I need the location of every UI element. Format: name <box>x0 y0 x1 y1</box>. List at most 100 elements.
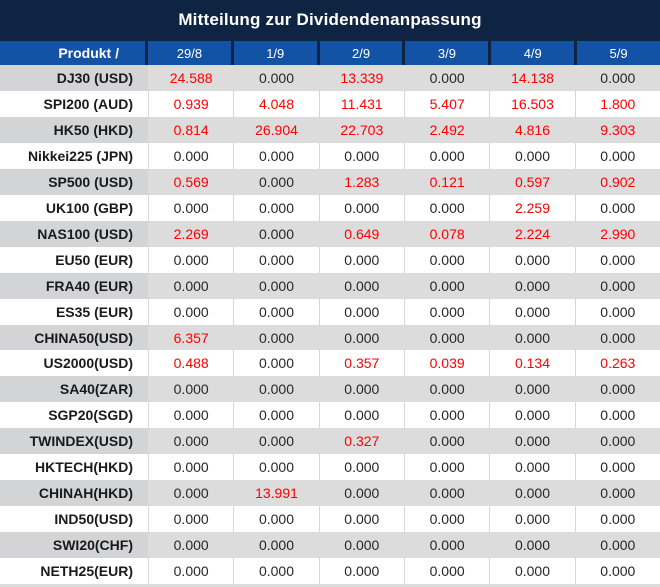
table-row: HKTECH(HKD) 0.000 0.000 0.000 0.000 0.000 0.00… <box>0 454 660 481</box>
value-cell: 0.000 <box>318 298 404 325</box>
table-row: SP500 (USD) 0.569 0.000 1.283 0.121 0.597 0.90… <box>0 168 660 195</box>
value-cell: 0.000 <box>574 428 660 455</box>
value-cell: 0.000 <box>403 402 489 429</box>
value-cell: 0.000 <box>233 506 318 533</box>
table-row: SGP20(SGD) 0.000 0.000 0.000 0.000 0.000 0.000 <box>0 402 660 429</box>
table-row: Nikkei225 (JPN) 0.000 0.000 0.000 0.000 0.000… <box>0 142 660 169</box>
value-cell: 0.000 <box>403 194 489 221</box>
table-row: CHINA50(USD) 6.357 0.000 0.000 0.000 0.000 0.0… <box>0 324 660 351</box>
value-cell: 0.000 <box>403 558 489 585</box>
value-cell: 0.000 <box>574 558 660 585</box>
value-cell: 0.000 <box>403 272 490 299</box>
value-cell: 14.138 <box>489 65 575 91</box>
product-label: CHINAH(HKD) <box>0 480 148 507</box>
table-body: DJ30 (USD) 24.588 0.000 13.339 0.000 14.138 0.… <box>0 65 660 585</box>
value-cell: 0.039 <box>403 350 489 377</box>
product-label: EU50 (EUR) <box>55 251 133 268</box>
product-label: SPI200 (AUD) <box>43 95 133 112</box>
value-cell: 0.000 <box>403 428 490 455</box>
value-cell: 0.263 <box>574 350 660 377</box>
value-cell: 0.000 <box>489 454 574 481</box>
table-row: FRA40 (EUR) 0.000 0.000 0.000 0.000 0.000 0.00… <box>0 272 660 299</box>
value-cell: 0.000 <box>148 272 234 299</box>
value-cell: 0.000 <box>403 298 489 325</box>
value-cell: 0.000 <box>233 168 319 195</box>
table-row: UK100 (GBP) 0.000 0.000 0.000 0.000 2.259 0.00… <box>0 194 660 221</box>
table-row: SPI200 (AUD) 0.939 4.048 11.431 5.407 16.503 1… <box>0 90 660 117</box>
value-cell: 0.078 <box>403 220 490 247</box>
value-cell: 0.000 <box>489 558 574 585</box>
value-cell: 0.000 <box>318 454 404 481</box>
value-cell: 0.327 <box>318 428 404 455</box>
value-cell: 2.224 <box>489 220 575 247</box>
value-cell: 0.000 <box>489 402 574 429</box>
header-row: Produkt /29/8 1/9 2/9 3/9 4/9 5/9 <box>0 39 660 65</box>
table-row: SA40(ZAR) 0.000 0.000 0.000 0.000 0.000 0.000 <box>0 376 660 403</box>
value-cell: 0.000 <box>403 480 490 507</box>
value-cell: 5.407 <box>403 90 489 117</box>
product-label: SA40(ZAR) <box>0 376 148 403</box>
column-header-date: 3/9 <box>405 41 489 65</box>
value-cell: 0.000 <box>574 480 660 507</box>
table-row: SWI20(CHF) 0.000 0.000 0.000 0.000 0.000 0.000 <box>0 532 660 559</box>
column-header-date: 1/9 <box>233 41 317 65</box>
value-cell: 0.134 <box>489 350 574 377</box>
value-cell: 0.000 <box>148 298 233 325</box>
value-cell: 0.000 <box>574 376 660 403</box>
value-cell: 0.000 <box>489 376 575 403</box>
value-cell: 2.990 <box>574 220 660 247</box>
value-cell: 9.303 <box>574 116 660 143</box>
value-cell: 4.816 <box>489 116 575 143</box>
value-cell: 2.259 <box>489 194 574 221</box>
value-cell: 13.991 <box>233 480 319 507</box>
column-header-date: 29/8 <box>148 41 231 65</box>
value-cell: 0.000 <box>574 506 660 533</box>
value-cell: 0.000 <box>403 246 489 273</box>
value-cell: 2.269 <box>148 220 234 247</box>
value-cell: 0.000 <box>148 558 233 585</box>
product-label: IND50(USD) <box>54 511 133 528</box>
value-cell: 0.000 <box>148 480 234 507</box>
product-label: SWI20(CHF) <box>0 532 148 559</box>
value-cell: 0.000 <box>148 402 233 429</box>
column-header-date: 5/9 <box>577 41 660 65</box>
value-cell: 24.588 <box>148 65 234 91</box>
value-cell: 22.703 <box>318 116 404 143</box>
value-cell: 0.000 <box>148 194 233 221</box>
column-header-date: 2/9 <box>319 41 403 65</box>
value-cell: 0.000 <box>574 246 660 273</box>
value-cell: 0.000 <box>233 532 319 559</box>
product-label: SGP20(SGD) <box>48 407 133 424</box>
value-cell: 0.000 <box>148 376 234 403</box>
value-cell: 0.000 <box>233 298 318 325</box>
value-cell: 0.000 <box>233 376 319 403</box>
value-cell: 0.000 <box>403 65 490 91</box>
value-cell: 0.000 <box>403 532 490 559</box>
value-cell: 0.000 <box>233 454 318 481</box>
value-cell: 2.492 <box>403 116 490 143</box>
value-cell: 0.000 <box>574 454 660 481</box>
value-cell: 0.000 <box>233 220 319 247</box>
value-cell: 4.048 <box>233 90 318 117</box>
value-cell: 13.339 <box>318 65 404 91</box>
value-cell: 0.000 <box>318 272 404 299</box>
product-label: TWINDEX(USD) <box>0 428 148 455</box>
value-cell: 0.000 <box>403 324 490 351</box>
table-title: Mitteilung zur Dividendenanpassung <box>0 0 660 39</box>
value-cell: 0.000 <box>574 194 660 221</box>
product-label: CHINA50(USD) <box>0 324 148 351</box>
table-row: US2000(USD) 0.488 0.000 0.357 0.039 0.134 0.26… <box>0 350 660 377</box>
value-cell: 11.431 <box>318 90 404 117</box>
value-cell: 0.000 <box>318 246 404 273</box>
value-cell: 0.000 <box>148 246 233 273</box>
value-cell: 0.000 <box>489 506 574 533</box>
value-cell: 0.000 <box>574 298 660 325</box>
value-cell: 0.000 <box>233 350 318 377</box>
value-cell: 0.000 <box>318 480 404 507</box>
value-cell: 0.000 <box>148 428 234 455</box>
value-cell: 0.000 <box>148 532 234 559</box>
value-cell: 0.000 <box>233 142 318 169</box>
value-cell: 6.357 <box>148 324 234 351</box>
table-row: EU50 (EUR) 0.000 0.000 0.000 0.000 0.000 0.000 <box>0 246 660 273</box>
value-cell: 0.000 <box>574 402 660 429</box>
